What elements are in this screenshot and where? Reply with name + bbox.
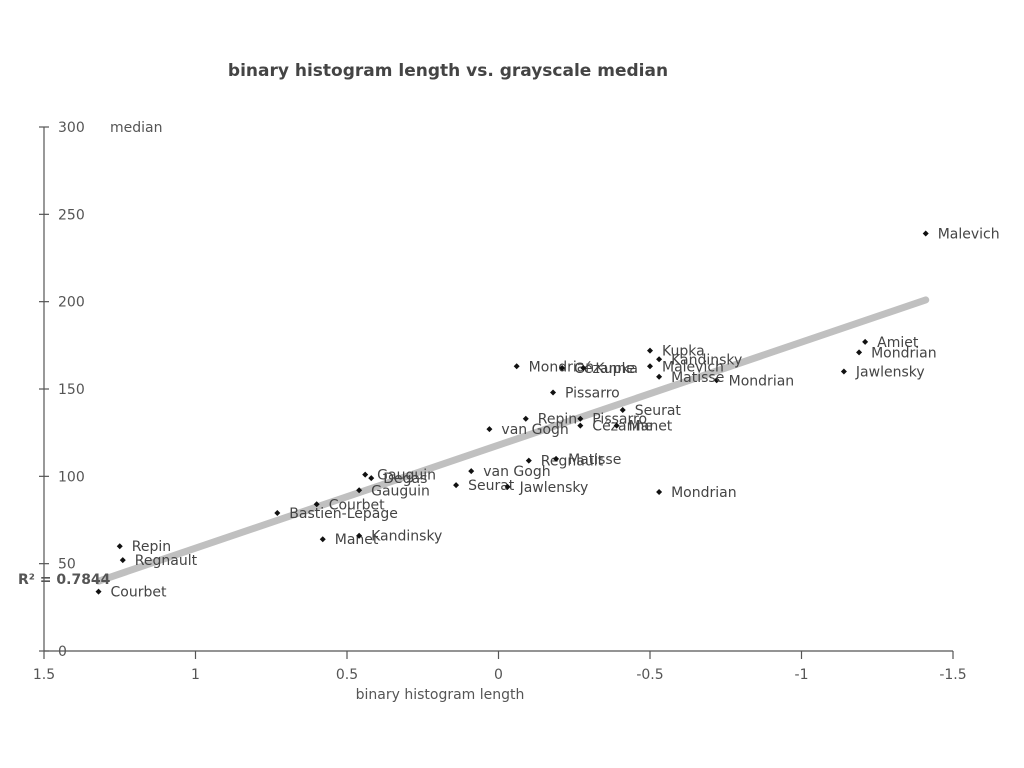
data-point — [453, 482, 460, 489]
x-tick-label: -1.5 — [939, 667, 966, 683]
x-tick-label: 1.5 — [33, 667, 55, 683]
data-point — [356, 487, 363, 494]
data-point — [319, 536, 326, 543]
data-point-label: Gauguin — [371, 483, 430, 499]
data-point — [95, 588, 102, 595]
data-point-label: Courbet — [111, 585, 167, 601]
data-point-label: Seurat — [635, 403, 682, 419]
data-point — [647, 363, 653, 370]
data-point — [656, 373, 663, 380]
data-point — [577, 422, 584, 429]
data-point-label: Cézanne — [574, 361, 635, 377]
x-axis-label: binary histogram length — [356, 687, 525, 703]
data-point-label: Repin — [132, 539, 171, 555]
data-points: MalevichAmietMondrianJawlenskyMondrianKu… — [95, 227, 1000, 601]
data-point — [862, 338, 869, 345]
x-tick-label: -0.5 — [636, 667, 663, 683]
data-point-label: Cézanne — [592, 419, 653, 435]
y-tick-label: 50 — [58, 557, 76, 573]
data-point — [362, 471, 369, 478]
x-tick-label: 0 — [494, 667, 503, 683]
x-tick-label: -1 — [795, 667, 809, 683]
data-point — [856, 349, 863, 356]
data-point — [922, 230, 929, 237]
y-tick-label: 250 — [58, 207, 85, 223]
y-tick-label: 200 — [58, 295, 85, 311]
data-point — [522, 415, 529, 422]
data-point — [468, 468, 475, 475]
trendline — [95, 296, 930, 585]
data-point — [313, 501, 320, 508]
data-point-label: Courbet — [329, 497, 385, 513]
data-point — [577, 415, 584, 422]
y-tick-label: 100 — [58, 469, 85, 485]
r-squared-label: R² = 0.7844 — [18, 572, 111, 588]
data-point-label: Regnault — [135, 553, 198, 569]
data-point — [119, 557, 126, 564]
data-point — [116, 543, 123, 550]
data-point-label: Amiet — [877, 335, 919, 351]
data-point-label: Malevich — [938, 227, 1000, 243]
data-point-label: Jawlensky — [519, 480, 589, 496]
data-point — [486, 426, 493, 433]
data-point — [580, 365, 587, 372]
data-point — [559, 365, 566, 372]
chart-title: binary histogram length vs. grayscale me… — [228, 61, 668, 81]
data-point — [647, 347, 653, 354]
data-point-label: Kandinsky — [371, 529, 442, 545]
data-point-label: Matisse — [568, 452, 621, 468]
data-point-label: Pissarro — [592, 412, 647, 428]
data-point-label: Degas — [383, 471, 427, 487]
data-point-label: Repin — [538, 412, 577, 428]
y-tick-label: 0 — [58, 644, 67, 660]
data-point — [356, 532, 363, 539]
data-point — [840, 368, 847, 375]
data-point — [550, 389, 557, 396]
y-tick-label: 150 — [58, 382, 85, 398]
data-point — [613, 422, 620, 429]
trendline-layer — [95, 296, 930, 585]
data-point-label: Jawlensky — [855, 365, 925, 381]
data-point-label: Mondrian — [871, 345, 937, 361]
data-point-label: Mondrian — [729, 373, 795, 389]
data-point-label: van Gogh — [501, 422, 568, 438]
data-point-label: Gauguin — [377, 468, 436, 484]
x-tick-label: 0.5 — [336, 667, 358, 683]
data-point-label: Manet — [629, 419, 673, 435]
data-point-label: Kandinsky — [671, 352, 742, 368]
data-point-label: Seurat — [468, 478, 515, 494]
data-point-label: Bastien-Lepage — [289, 506, 398, 522]
data-point — [368, 475, 375, 482]
axes: 0 50 100 150 200 250 300 1.5 1 0.5 0 -0.5 -1 -1.5 — [33, 120, 967, 683]
y-axis-label: median — [110, 120, 162, 136]
y-tick-label: 300 — [58, 120, 85, 136]
data-point — [553, 455, 560, 462]
data-point-label: Pissarro — [565, 385, 620, 401]
data-point — [656, 356, 663, 363]
data-point — [619, 406, 626, 413]
data-point — [525, 457, 532, 464]
data-point — [656, 489, 663, 496]
x-tick-label: 1 — [191, 667, 200, 683]
data-point-label: Malevich — [662, 359, 724, 375]
data-point — [504, 483, 511, 490]
data-point — [513, 363, 520, 370]
data-point — [713, 377, 720, 384]
data-point-label: Kupka — [662, 344, 705, 360]
data-point-label: Kupka — [595, 361, 638, 377]
data-point-label: Matisse — [671, 370, 724, 386]
data-point-label: Manet — [335, 532, 379, 548]
data-point-label: van Gogh — [483, 464, 550, 480]
data-point — [274, 510, 281, 517]
data-point-label: Mondrian — [671, 485, 737, 501]
